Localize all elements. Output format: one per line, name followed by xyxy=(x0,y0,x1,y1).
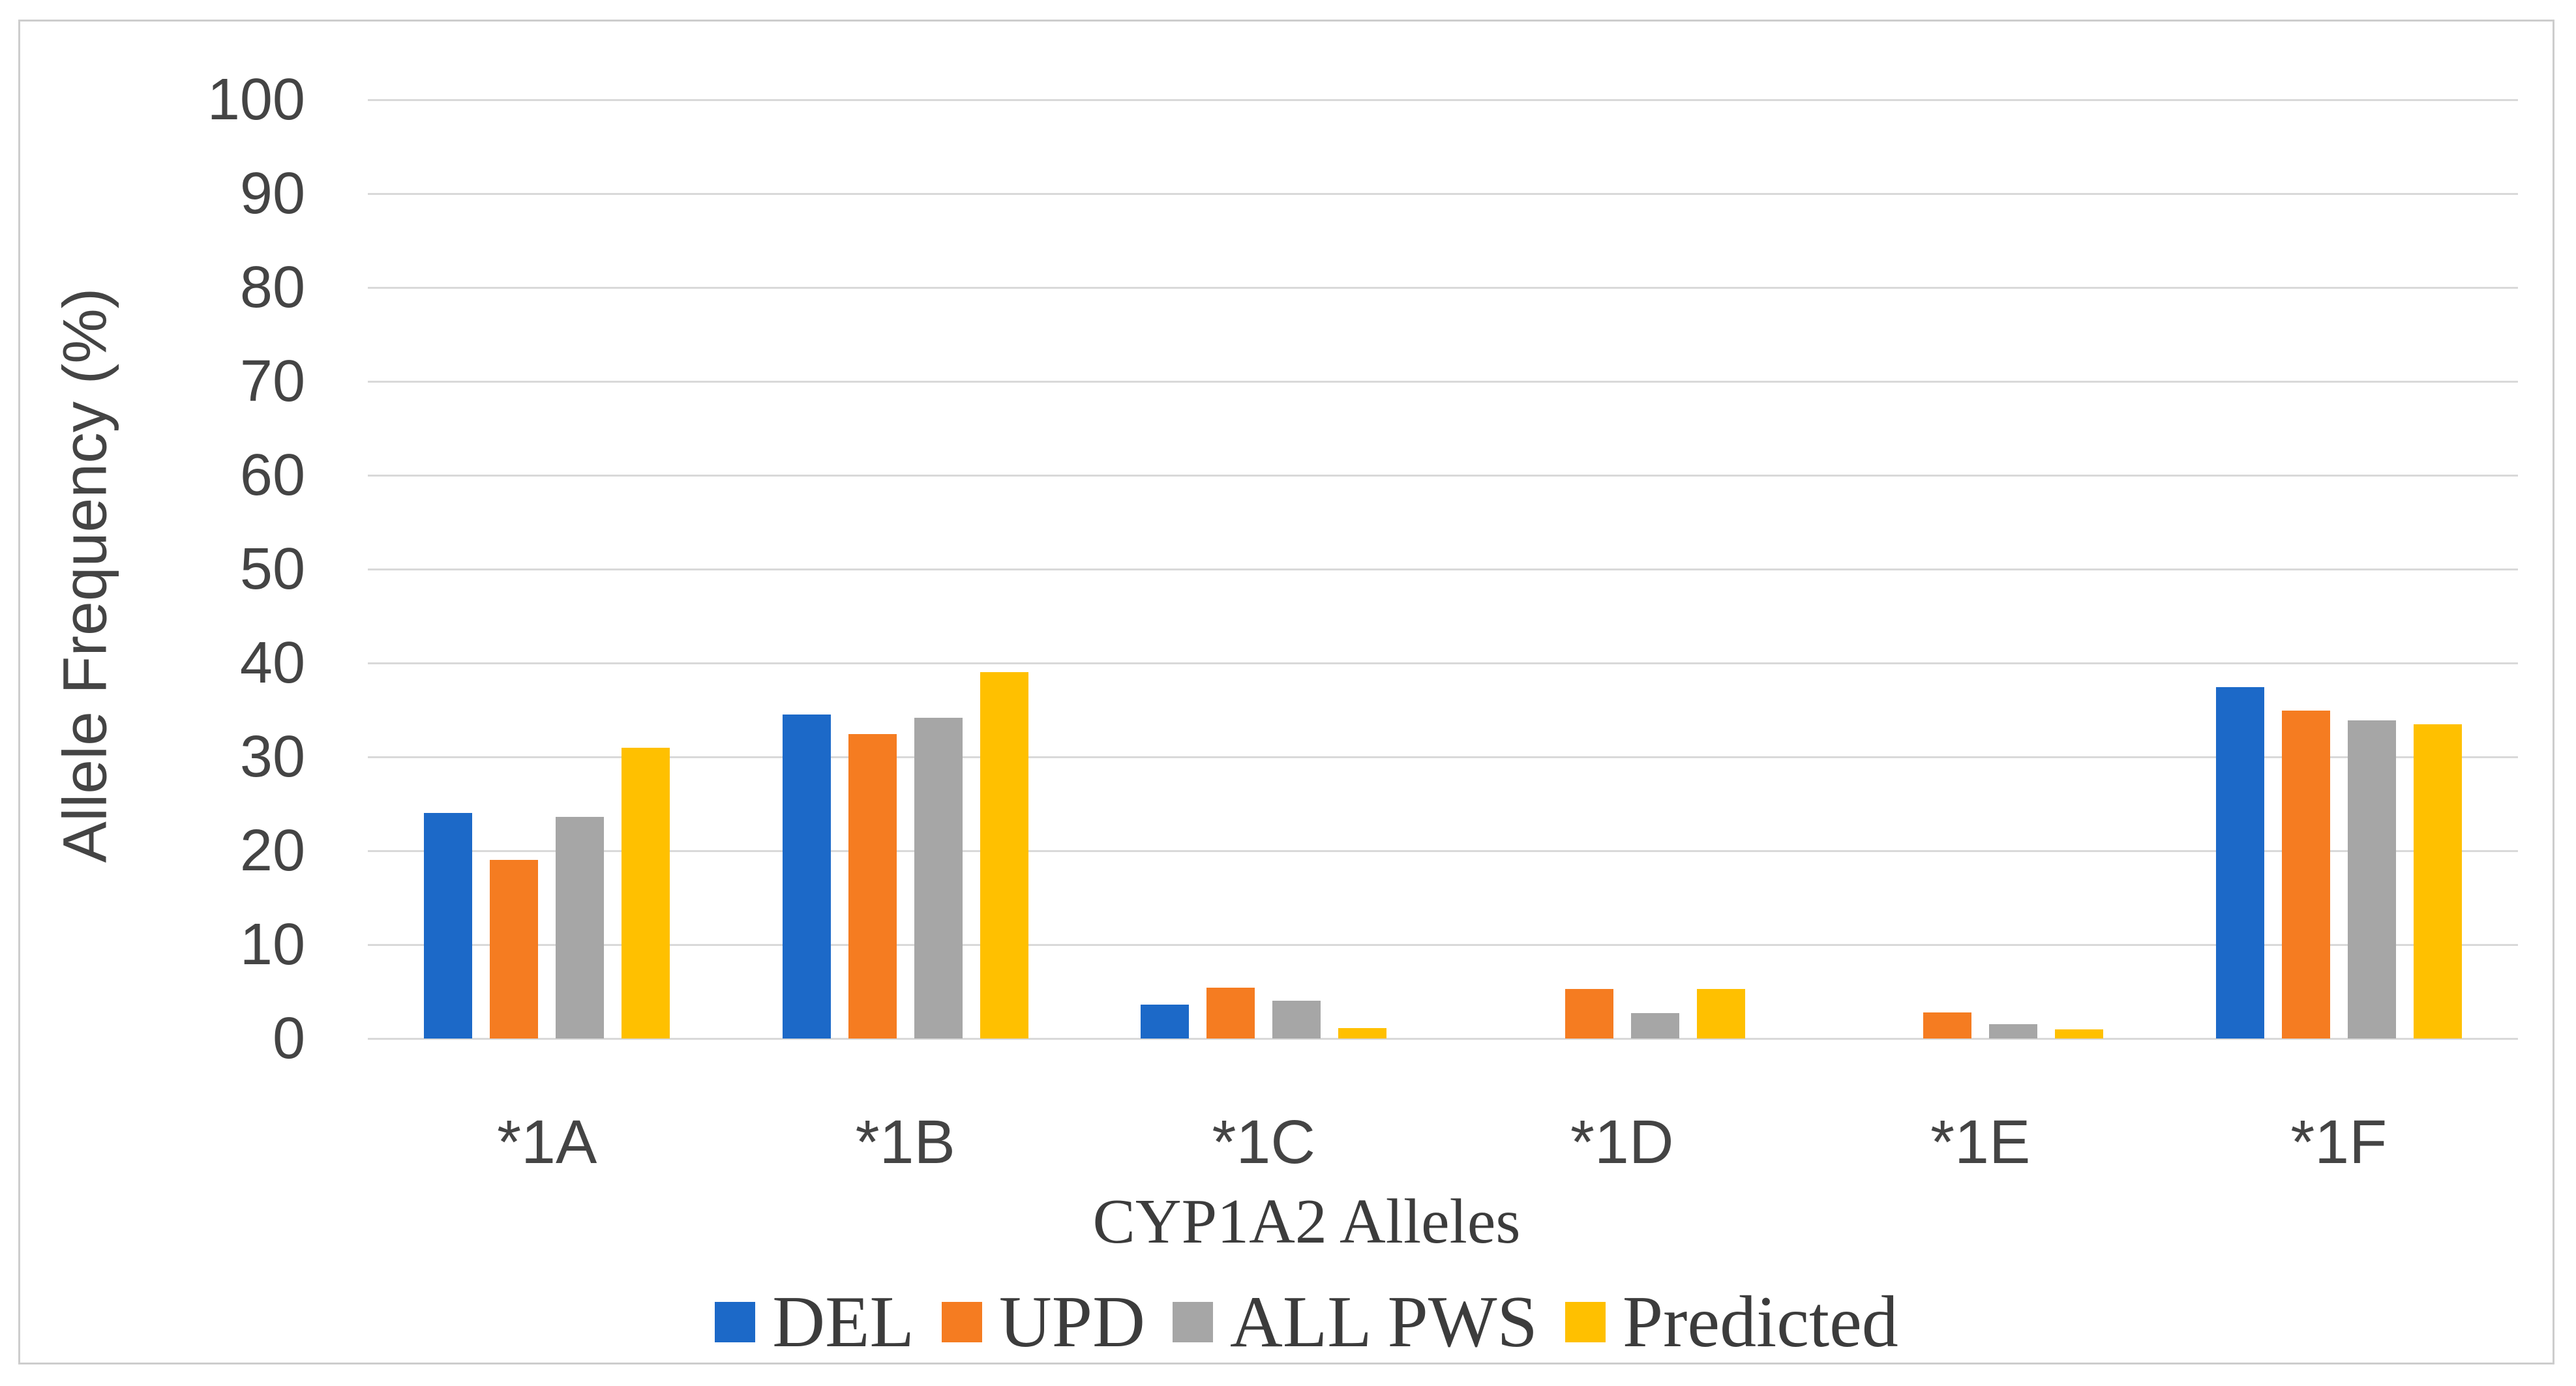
bar-predicted-1D xyxy=(1696,988,1745,1039)
bar-all-pws-1E xyxy=(1989,1024,2038,1039)
bar-all-pws-1C xyxy=(1272,1001,1321,1039)
legend-label: DEL xyxy=(772,1282,914,1363)
chart-frame: Allele Frequency (%) 0 10 20 30 40 50 60 70 80 90… xyxy=(18,20,2554,1364)
x-category-label-1E: *1E xyxy=(1930,1108,2031,1177)
bar-upd-1A xyxy=(490,860,539,1039)
bar-upd-1F xyxy=(2281,711,2330,1039)
bar-del-1B xyxy=(782,715,831,1039)
gridline-0 xyxy=(368,1038,2518,1040)
legend-label: UPD xyxy=(998,1282,1145,1363)
legend-item-predicted: Predicted xyxy=(1565,1283,1898,1361)
bar-del-1A xyxy=(424,813,473,1039)
bar-predicted-1B xyxy=(980,672,1028,1039)
gridline-40 xyxy=(368,662,2518,664)
legend-item-del: DEL xyxy=(715,1283,914,1361)
bar-del-1C xyxy=(1141,1005,1190,1039)
bar-group-1F xyxy=(2160,100,2519,1039)
y-tick-label-80: 80 xyxy=(239,255,305,320)
legend-label: ALL PWS xyxy=(1229,1282,1538,1363)
legend-swatch-icon xyxy=(1172,1302,1213,1342)
bar-upd-1D xyxy=(1565,988,1613,1039)
legend-swatch-icon xyxy=(715,1302,756,1342)
gridline-70 xyxy=(368,381,2518,383)
y-tick-label-10: 10 xyxy=(239,912,305,977)
y-tick-label-70: 70 xyxy=(239,349,305,414)
x-category-label-1A: *1A xyxy=(497,1108,597,1177)
legend-item-upd: UPD xyxy=(941,1282,1145,1363)
y-tick-label-30: 30 xyxy=(239,724,305,789)
y-tick-label-50: 50 xyxy=(239,537,305,602)
bar-all-pws-1A xyxy=(556,817,605,1039)
bar-upd-1C xyxy=(1206,988,1255,1039)
bar-all-pws-1B xyxy=(914,717,963,1039)
y-tick-label-20: 20 xyxy=(239,818,305,883)
y-tick-label-90: 90 xyxy=(239,161,305,226)
bar-all-pws-1F xyxy=(2347,720,2396,1039)
x-category-label-1C: *1C xyxy=(1212,1108,1315,1177)
gridline-100 xyxy=(368,99,2518,101)
bar-group-1C xyxy=(1085,100,1443,1039)
gridline-50 xyxy=(368,568,2518,570)
gridline-10 xyxy=(368,944,2518,946)
bar-group-1B xyxy=(726,100,1085,1039)
bar-groups xyxy=(368,100,2518,1039)
bar-upd-1E xyxy=(1923,1012,1972,1039)
bar-predicted-1A xyxy=(622,747,670,1039)
bar-group-1E xyxy=(1801,100,2160,1039)
gridline-20 xyxy=(368,850,2518,852)
bar-all-pws-1D xyxy=(1630,1013,1679,1039)
legend-swatch-icon xyxy=(941,1302,982,1342)
gridline-90 xyxy=(368,193,2518,195)
bar-predicted-1C xyxy=(1338,1028,1387,1039)
y-tick-label-60: 60 xyxy=(239,443,305,508)
legend-item-all-pws: ALL PWS xyxy=(1172,1282,1538,1363)
bar-predicted-1E xyxy=(2055,1029,2104,1039)
x-category-label-1D: *1D xyxy=(1570,1108,1674,1177)
y-tick-label-0: 0 xyxy=(272,1006,305,1071)
gridline-60 xyxy=(368,475,2518,477)
bar-predicted-1F xyxy=(2413,724,2462,1039)
legend: DEL UPD ALL PWS Predicted xyxy=(38,1283,2575,1361)
x-category-label-1B: *1B xyxy=(855,1108,955,1177)
plot-area xyxy=(368,99,2518,1040)
bar-group-1A xyxy=(368,100,726,1039)
x-axis-title: CYP1A2 Alleles xyxy=(1092,1187,1521,1257)
bar-upd-1B xyxy=(848,734,897,1039)
bar-group-1D xyxy=(1443,100,1802,1039)
bar-del-1F xyxy=(2215,687,2264,1039)
gridline-80 xyxy=(368,287,2518,289)
y-axis-tick-labels: 0 10 20 30 40 50 60 70 80 90 100 xyxy=(20,67,305,1071)
gridline-30 xyxy=(368,756,2518,758)
legend-swatch-icon xyxy=(1565,1302,1606,1342)
y-tick-label-40: 40 xyxy=(239,630,305,696)
x-axis-category-labels: *1A *1B *1C *1D *1E *1F xyxy=(368,1107,2518,1178)
legend-label: Predicted xyxy=(1622,1282,1898,1363)
y-tick-label-100: 100 xyxy=(207,67,305,132)
x-category-label-1F: *1F xyxy=(2290,1108,2388,1177)
